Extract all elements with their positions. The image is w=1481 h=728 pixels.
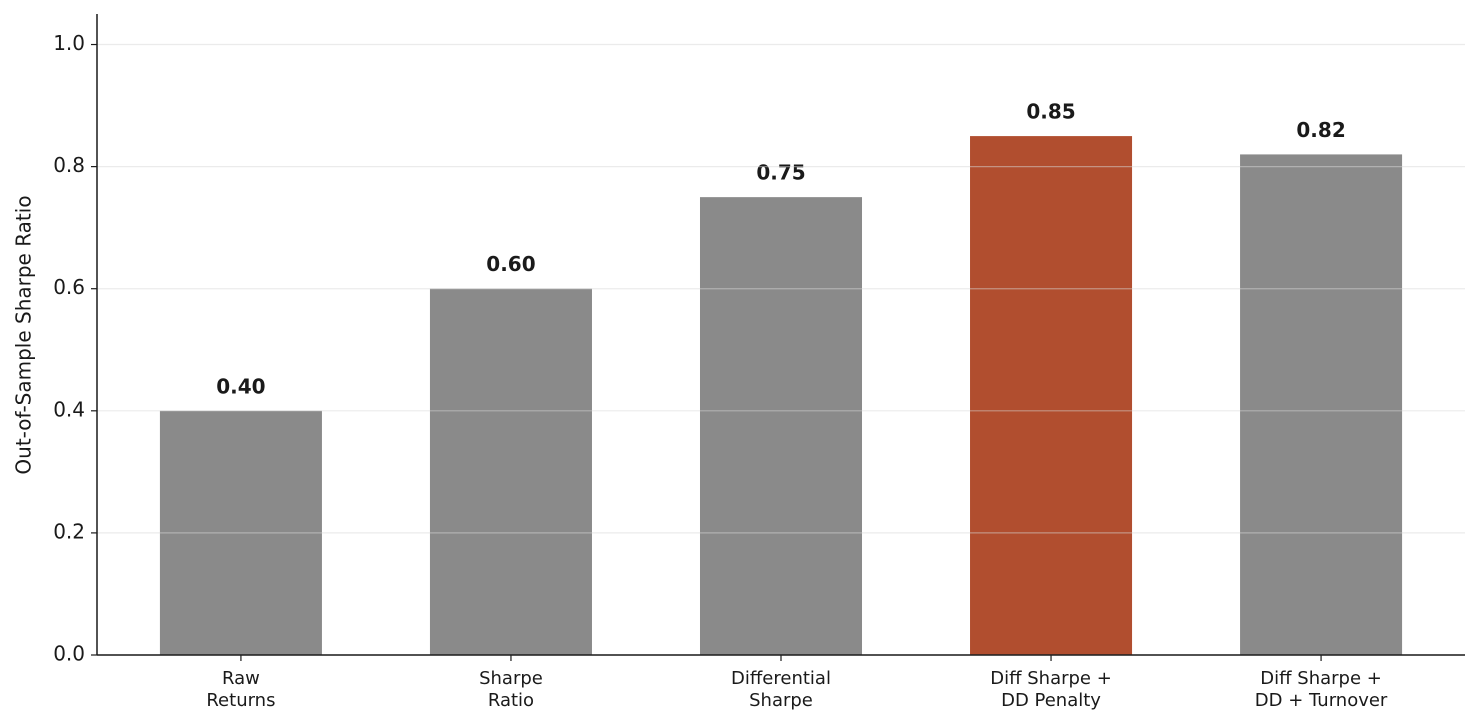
bar [970,136,1133,656]
x-tick-label: Sharpe Ratio [479,668,543,711]
y-tick-label: 0.6 [53,275,85,299]
bar [699,197,863,655]
y-axis-label: Out-of-Sample Sharpe Ratio [12,195,36,474]
x-tick-label: Diff Sharpe + DD + Turnover [1255,668,1388,711]
y-tick-label: 0.0 [53,642,85,666]
y-tick-label: 0.2 [53,519,85,543]
x-tick-label: Diff Sharpe + DD Penalty [990,668,1112,711]
value-label: 0.75 [756,161,805,185]
bar [429,288,592,655]
value-label: 0.60 [486,252,535,276]
value-label: 0.85 [1026,100,1075,124]
value-label: 0.40 [216,374,265,398]
bar [1240,154,1403,655]
y-tick-label: 1.0 [53,31,85,55]
y-tick-label: 0.4 [53,397,85,421]
y-tick-label: 0.8 [53,153,85,177]
x-tick-label: Differential Sharpe [731,668,831,711]
x-tick-label: Raw Returns [206,668,275,711]
value-label: 0.82 [1296,118,1345,142]
